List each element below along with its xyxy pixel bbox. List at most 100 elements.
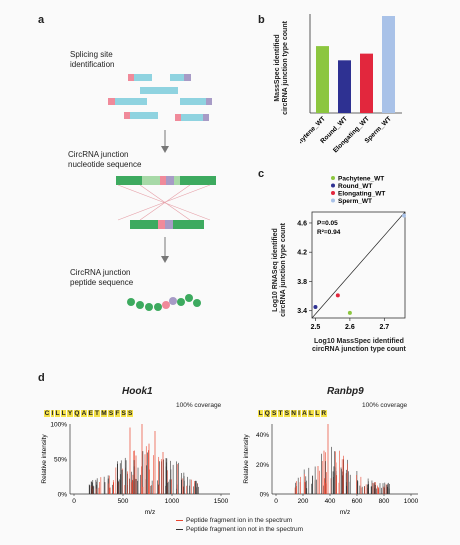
bar-chart-ylabel-box: MassSpec identified circRNA junction typ…: [264, 12, 304, 124]
scatter-legend-label: Elongating_WT: [338, 191, 385, 198]
coverage-hook1: 100% coverage: [176, 402, 222, 409]
amino-acid: C: [44, 410, 50, 417]
spectrum-title-ranbp9: Ranbp9: [327, 386, 364, 397]
arrow-down-1: [161, 130, 169, 153]
legend-dot: [331, 198, 335, 203]
spectrum-ytick: 20%: [256, 462, 269, 469]
schematic-diagram: [108, 74, 216, 311]
scatter-legend-label: Round_WT: [338, 183, 372, 190]
amino-acid: F: [114, 410, 120, 417]
spectrum-ylabel: Relative intensity: [41, 434, 48, 484]
spectrum-xtick: 500: [118, 498, 129, 505]
spectrum-xtick: 200: [298, 498, 309, 505]
amino-acid: L: [258, 410, 264, 417]
scatter-xlabel: Log10 MassSpec identified circRNA juncti…: [312, 338, 406, 353]
scatter-xtick: 2.7: [379, 324, 389, 331]
spectrum-ytick: 0%: [58, 492, 68, 499]
peptide-beads: [127, 294, 201, 311]
step-peptide-label: CircRNA junction peptide sequence: [70, 268, 134, 287]
spectrum-xtick: 800: [379, 498, 390, 505]
spectrum-ytick: 100%: [50, 422, 67, 429]
amino-acid: E: [87, 410, 94, 417]
scatter-point-pachytene_wt: [347, 310, 352, 315]
scatter-ytick: 3.4: [297, 308, 307, 315]
amino-acid: Y: [67, 410, 73, 417]
amino-acid: A: [81, 410, 87, 417]
amino-acid: T: [94, 410, 100, 417]
amino-acid: L: [61, 410, 67, 417]
spectrum-hook1: 0% 50% 100% 0 500 1000 1500 m/z Relative intensi…: [41, 422, 230, 516]
amino-acid: N: [290, 410, 297, 417]
nucleotide-sequence-bar: [116, 176, 216, 185]
spectrum-title-hook1: Hook1: [122, 386, 153, 397]
legend-dot: [331, 183, 335, 188]
amino-acid: T: [277, 410, 284, 417]
translation-frame-lines: [117, 184, 211, 221]
scatter-ytick: 3.8: [297, 279, 307, 286]
legend-item-out: Peptide fragment ion not in the spectrum: [176, 525, 303, 534]
legend-dot: [331, 191, 335, 195]
amino-acid: I: [50, 410, 54, 417]
spectrum-xtick: 1500: [214, 498, 229, 505]
spectrum-xtick: 600: [352, 498, 363, 505]
panel-label-c: c: [258, 168, 265, 180]
legend-label-in: Peptide fragment ion in the spectrum: [186, 517, 293, 524]
panel-label-b: b: [258, 14, 265, 26]
legend-swatch-black: [176, 528, 183, 531]
scatter-stat: P=0.05: [317, 220, 338, 227]
sequencing-reads: [108, 74, 212, 121]
amino-acid: L: [314, 410, 320, 417]
regression-line: [311, 211, 406, 319]
amino-acid: S: [127, 410, 133, 417]
amino-acid: I: [297, 410, 301, 417]
amino-acid: Q: [73, 410, 81, 417]
scatter-ytick: 4.2: [297, 250, 307, 257]
amino-acid: L: [308, 410, 314, 417]
spectrum-xtick: 1000: [404, 498, 419, 505]
scatter-ytick: 4.6: [297, 220, 307, 227]
scatter-point-sperm_wt: [402, 213, 406, 218]
scatter-stat: R²=0.94: [317, 229, 341, 236]
spectrum-ranbp9: 0% 20% 40% 0 200 400 600 800 1000 m/z Relative int…: [243, 424, 419, 516]
coverage-ranbp9: 100% coverage: [362, 402, 408, 409]
arrow-down-2: [161, 237, 169, 263]
amino-acid: S: [120, 410, 127, 417]
bar-chart-ylabel: MassSpec identified circRNA junction typ…: [274, 21, 289, 115]
bar-pachytene_wt: [316, 46, 329, 113]
amino-acid: S: [284, 410, 290, 417]
scatter-point-elongating_wt: [335, 293, 340, 298]
spectrum-xlabel: m/z: [145, 509, 155, 516]
legend-item-in: Peptide fragment ion in the spectrum: [176, 516, 303, 525]
bar-elongating_wt: [360, 53, 373, 113]
scatter-point-round_wt: [313, 305, 318, 310]
amino-acid: Q: [264, 410, 271, 417]
spectrum-xtick: 400: [325, 498, 336, 505]
spectrum-xtick: 1000: [165, 498, 180, 505]
legend-label-out: Peptide fragment ion not in the spectrum: [186, 526, 304, 533]
spectrum-ytick: 40%: [256, 432, 269, 439]
legend-swatch-red: [176, 519, 183, 522]
scatter-legend-label: Sperm_WT: [338, 198, 372, 205]
spectrum-xlabel: m/z: [340, 509, 350, 516]
panel-label-d: d: [38, 372, 45, 384]
spectrum-ytick: 0%: [260, 492, 270, 499]
spectrum-ytick: 50%: [54, 457, 67, 464]
legend-dot: [331, 176, 335, 180]
spectrum-xtick: 0: [274, 498, 278, 505]
bar-chart: Pachytene_WTRound_WTElongating_WTSperm_W…: [300, 14, 402, 154]
spectrum-ylabel: Relative intensity: [243, 434, 250, 484]
reading-frame-bar: [130, 220, 204, 229]
bar-round_wt: [338, 60, 351, 113]
amino-acid: S: [108, 410, 114, 417]
amino-acid: M: [100, 410, 108, 417]
spectrum-legend: Peptide fragment ion in the spectrum Pep…: [176, 516, 303, 534]
spectrum-xtick: 0: [72, 498, 76, 505]
step-nucleotide-label: CircRNA junction nucleotide sequence: [68, 150, 142, 169]
scatter-ylabel: Log10 RNASeq identified circRNA junction…: [272, 223, 287, 317]
step-splicing-label: Splicing site identification: [70, 50, 115, 69]
scatter-xtick: 2.5: [311, 324, 321, 331]
scatter-chart: 2.5 2.6 2.7 3.4 3.8 4.2 4.6 Pachytene_WTRound_W…: [297, 176, 406, 331]
amino-acid: A: [301, 410, 308, 417]
